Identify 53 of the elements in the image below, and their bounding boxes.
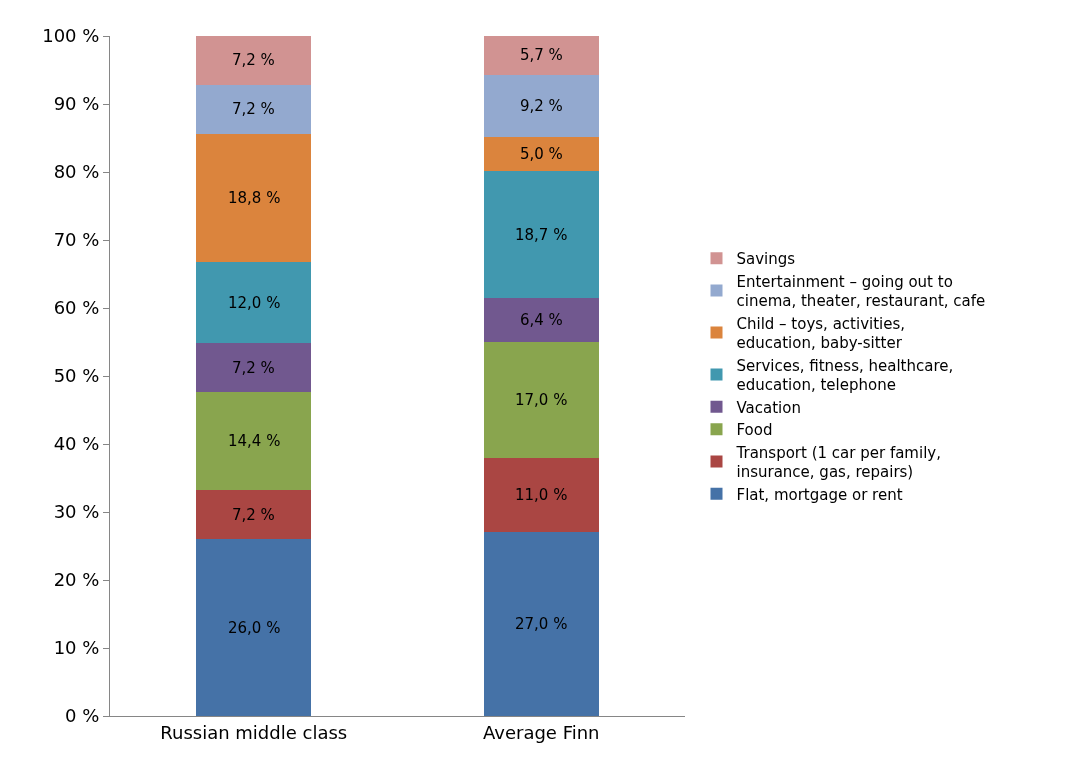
bar — [196, 343, 312, 393]
legend-label: Food — [736, 421, 773, 440]
data-label: 14,4 % — [228, 432, 281, 450]
bar — [483, 532, 599, 716]
data-label: 18,8 % — [228, 189, 281, 207]
data-label: 7,2 % — [232, 506, 275, 524]
y-tick-label: 50 % — [53, 365, 100, 387]
data-label: 17,0 % — [515, 391, 568, 409]
legend-label: Entertainment – going out to cinema, theater, restaurant, cafe — [736, 272, 986, 311]
data-label: 6,4 % — [520, 311, 563, 329]
data-label: 5,7 % — [520, 46, 563, 64]
y-tick-label: 90 % — [53, 93, 100, 115]
data-label: 7,2 % — [232, 359, 275, 377]
legend-label: Transport (1 car per family, insurance, gas, repairs) — [735, 443, 941, 482]
bar — [483, 36, 599, 75]
data-label: 27,0 % — [515, 615, 568, 633]
legend-label: Services, fitness, healthcare, education, telephone — [736, 356, 954, 395]
data-label: 7,2 % — [232, 100, 275, 118]
bar — [483, 342, 599, 458]
bar — [196, 392, 312, 491]
y-tick-label: 80 % — [53, 161, 100, 183]
y-tick-label: 60 % — [53, 297, 100, 319]
data-label: 18,7 % — [515, 226, 568, 244]
bar — [196, 539, 312, 716]
data-label: 7,2 % — [232, 51, 275, 69]
legend-label: Child – toys, activities, education, baby-sitter — [736, 314, 906, 353]
bar — [196, 490, 312, 540]
y-tick-label: 10 % — [53, 637, 100, 659]
bar — [196, 84, 312, 134]
bar — [483, 74, 599, 138]
x-tick-label: Average Finn — [483, 721, 600, 743]
y-tick-label: 0 % — [65, 705, 100, 727]
data-label: 9,2 % — [520, 97, 563, 115]
bar — [196, 36, 312, 85]
y-tick-label: 20 % — [53, 569, 100, 591]
y-tick-label: 40 % — [53, 433, 100, 455]
y-tick-label: 100 % — [42, 25, 100, 47]
legend-label: Savings — [736, 250, 796, 269]
x-tick-label: Russian middle class — [160, 721, 348, 743]
bar — [483, 298, 599, 342]
bar — [483, 171, 599, 299]
data-label: 5,0 % — [520, 145, 563, 163]
bar — [483, 457, 599, 533]
legend-label: Flat, mortgage or rent — [736, 485, 903, 504]
data-label: 11,0 % — [515, 486, 568, 504]
legend-label: Vacation — [736, 398, 801, 417]
y-tick-label: 70 % — [53, 229, 100, 251]
data-label: 26,0 % — [228, 619, 281, 637]
bar — [483, 137, 599, 172]
data-label: 12,0 % — [228, 294, 281, 312]
y-tick-label: 30 % — [53, 501, 100, 523]
bar — [196, 261, 312, 344]
bar — [196, 133, 312, 262]
